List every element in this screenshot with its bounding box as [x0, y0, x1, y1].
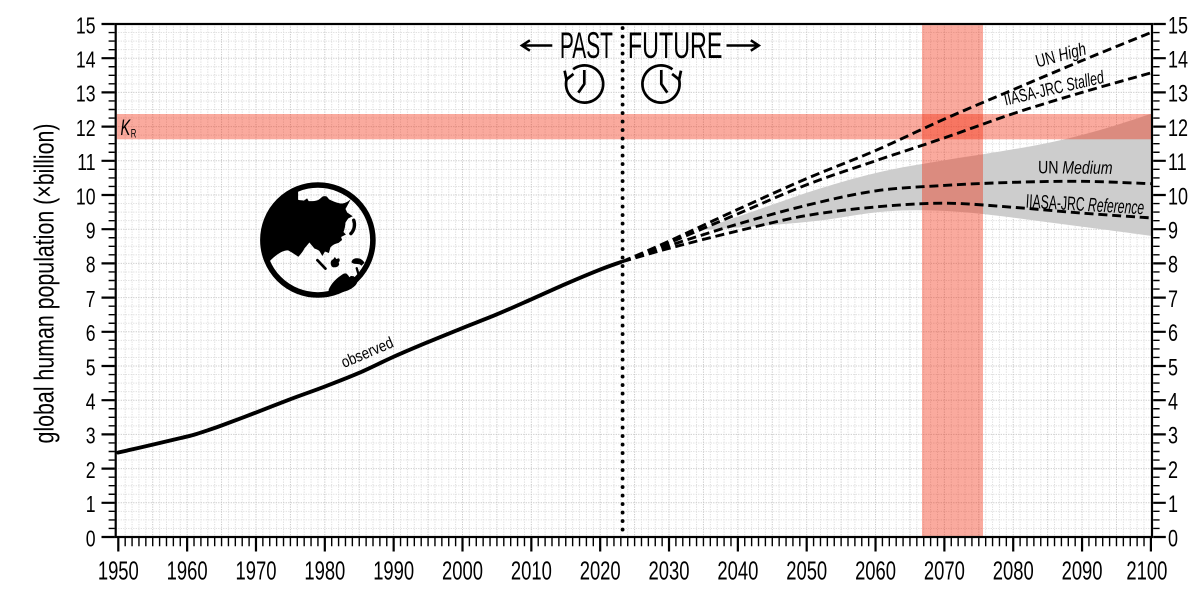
svg-text:13: 13 — [76, 81, 96, 107]
svg-text:14: 14 — [1168, 47, 1188, 73]
svg-text:2000: 2000 — [442, 555, 483, 585]
svg-text:13: 13 — [1168, 81, 1188, 107]
svg-text:5: 5 — [86, 355, 96, 381]
svg-text:PAST: PAST — [560, 24, 613, 66]
svg-text:2040: 2040 — [717, 555, 758, 585]
svg-text:1960: 1960 — [167, 555, 208, 585]
svg-text:7: 7 — [1168, 287, 1178, 313]
svg-text:10: 10 — [1168, 184, 1188, 210]
svg-text:9: 9 — [1168, 218, 1178, 244]
svg-text:9: 9 — [86, 218, 96, 244]
svg-text:4: 4 — [1168, 389, 1178, 415]
svg-text:R: R — [131, 127, 137, 141]
svg-text:8: 8 — [86, 252, 96, 278]
svg-text:2: 2 — [86, 458, 96, 484]
svg-text:1950: 1950 — [98, 555, 139, 585]
svg-text:10: 10 — [76, 184, 96, 210]
svg-text:0: 0 — [86, 526, 96, 552]
svg-text:1980: 1980 — [304, 555, 345, 585]
svg-text:2020: 2020 — [580, 555, 621, 585]
svg-text:1: 1 — [86, 492, 96, 518]
svg-text:0: 0 — [1168, 526, 1178, 552]
svg-text:2100: 2100 — [1126, 555, 1167, 585]
svg-text:4: 4 — [86, 389, 96, 415]
svg-text:2060: 2060 — [855, 555, 896, 585]
svg-text:14: 14 — [76, 47, 96, 73]
svg-text:6: 6 — [1168, 321, 1178, 347]
svg-text:2090: 2090 — [1062, 555, 1103, 585]
svg-text:1990: 1990 — [373, 555, 414, 585]
svg-text:3: 3 — [1168, 423, 1178, 449]
svg-text:UN Medium: UN Medium — [1038, 157, 1113, 178]
svg-text:2010: 2010 — [511, 555, 552, 585]
svg-text:global human population (×bill: global human population (×billion) — [29, 124, 60, 444]
svg-text:1970: 1970 — [236, 555, 277, 585]
svg-text:15: 15 — [76, 13, 96, 39]
svg-text:2070: 2070 — [924, 555, 965, 585]
svg-text:11: 11 — [77, 150, 95, 176]
svg-text:12: 12 — [76, 116, 96, 142]
svg-text:11: 11 — [1168, 150, 1187, 176]
svg-text:2050: 2050 — [786, 555, 827, 585]
svg-text:2080: 2080 — [993, 555, 1034, 585]
svg-text:5: 5 — [1168, 355, 1178, 381]
svg-text:1: 1 — [1168, 492, 1178, 518]
svg-text:FUTURE: FUTURE — [628, 24, 723, 66]
svg-text:15: 15 — [1168, 13, 1188, 39]
svg-text:6: 6 — [86, 321, 96, 347]
svg-text:2: 2 — [1168, 458, 1178, 484]
svg-text:8: 8 — [1168, 252, 1178, 278]
svg-text:12: 12 — [1168, 116, 1188, 142]
svg-text:7: 7 — [86, 287, 96, 313]
svg-text:3: 3 — [86, 423, 96, 449]
svg-text:2030: 2030 — [649, 555, 690, 585]
svg-text:K: K — [121, 115, 132, 140]
